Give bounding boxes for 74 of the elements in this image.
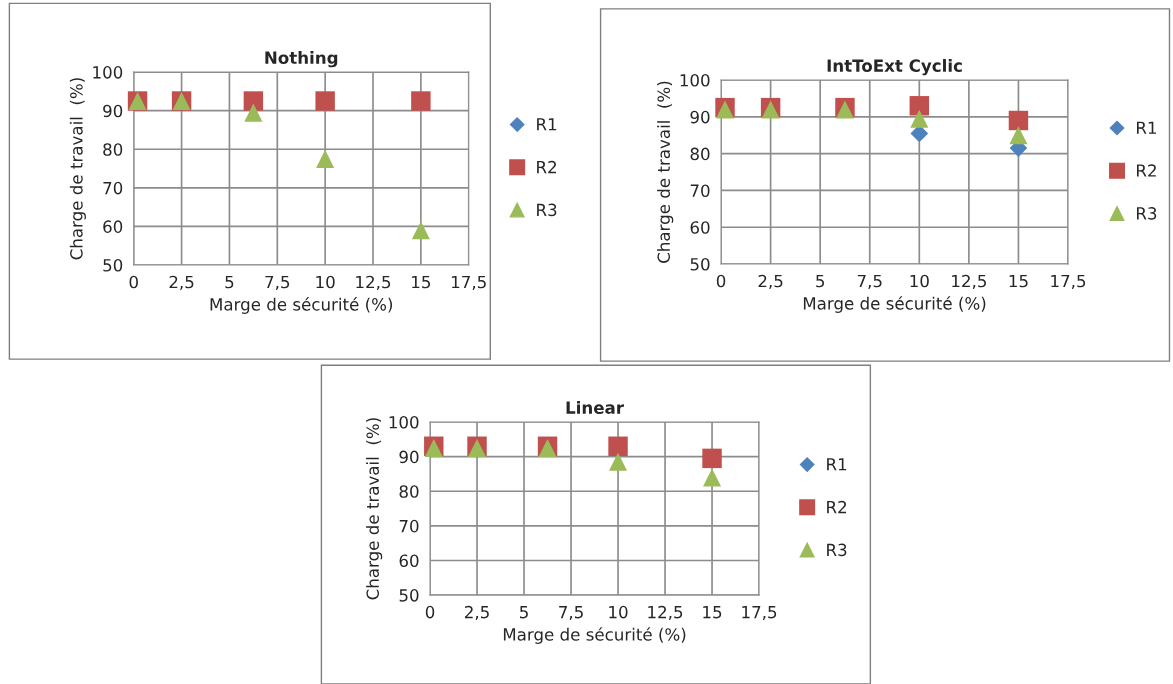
y-tick-label: 90 xyxy=(690,110,710,124)
y-tick-label: 70 xyxy=(690,184,710,197)
y-tick-label: 60 xyxy=(690,221,710,234)
x-tick-label: 15 xyxy=(412,275,431,289)
x-tick-label: 7,5 xyxy=(265,275,290,290)
legend-label: R3 xyxy=(1137,207,1157,220)
point xyxy=(703,468,722,487)
point xyxy=(1008,110,1029,131)
y-axis-title: Charge de travail (%) xyxy=(69,78,86,260)
x-tick-label: 2,5 xyxy=(169,275,194,290)
y-tick-label: 80 xyxy=(399,485,419,498)
legend-label: R1 xyxy=(537,118,557,131)
point xyxy=(910,109,929,128)
x-axis-title: Marge de sécurité (%) xyxy=(210,297,393,314)
x-tick-label: 0 xyxy=(716,274,726,288)
y-tick-label: 100 xyxy=(389,415,419,429)
x-tick-label: 12,5 xyxy=(648,605,683,621)
point xyxy=(609,452,628,471)
x-tick-label: 5 xyxy=(520,606,528,619)
chart-title: Linear xyxy=(566,401,624,414)
x-tick-label: 0 xyxy=(425,605,435,619)
legend-label: R2 xyxy=(1137,164,1156,177)
x-tick-label: 5 xyxy=(225,275,234,289)
x-tick-label: 10 xyxy=(316,275,335,289)
x-tick-label: 17,5 xyxy=(1051,274,1086,290)
y-tick-label: 70 xyxy=(399,519,419,533)
chart-title: IntToExt Cyclic xyxy=(827,59,962,76)
x-tick-label: 17,5 xyxy=(742,606,777,621)
y-tick-label: 50 xyxy=(690,257,710,271)
y-tick-label: 60 xyxy=(399,554,419,568)
point xyxy=(411,91,431,111)
y-tick-label: 60 xyxy=(103,220,123,233)
x-tick-label: 15 xyxy=(1009,274,1028,288)
y-tick-label: 100 xyxy=(680,73,710,87)
y-tick-label: 50 xyxy=(103,258,123,272)
x-axis-title: Marge de sécurité (%) xyxy=(803,296,986,313)
y-tick-label: 50 xyxy=(399,589,419,602)
x-tick-label: 0 xyxy=(129,275,138,289)
x-tick-label: 2,5 xyxy=(758,274,783,290)
x-tick-label: 10 xyxy=(910,274,929,288)
y-tick-label: 70 xyxy=(103,181,123,195)
x-tick-label: 2,5 xyxy=(464,605,489,621)
legend-label: R3 xyxy=(537,203,557,217)
legend-label: R3 xyxy=(827,543,847,557)
x-tick-label: 10 xyxy=(609,605,628,619)
point xyxy=(1009,126,1028,145)
chart-title: Nothing xyxy=(265,51,338,68)
x-tick-label: 5 xyxy=(816,274,825,288)
point xyxy=(244,103,263,122)
y-tick-label: 90 xyxy=(103,104,123,118)
point xyxy=(702,448,722,469)
legend-label: R1 xyxy=(827,458,847,471)
y-tick-label: 90 xyxy=(399,450,419,464)
point xyxy=(608,436,628,456)
y-tick-label: 100 xyxy=(93,66,123,79)
point xyxy=(316,149,335,168)
legend-label: R1 xyxy=(1137,121,1157,134)
y-axis-title: Charge de travail (%) xyxy=(366,418,383,600)
x-tick-label: 12,5 xyxy=(952,274,986,290)
x-tick-label: 15 xyxy=(703,606,722,619)
point xyxy=(909,96,930,116)
y-tick-label: 80 xyxy=(690,147,710,161)
x-tick-label: 7,5 xyxy=(559,606,583,621)
y-axis-title: Charge de travail (%) xyxy=(657,81,674,263)
y-tick-label: 80 xyxy=(103,143,123,156)
point xyxy=(243,91,264,111)
point xyxy=(315,91,335,111)
x-tick-label: 12,5 xyxy=(356,275,391,290)
x-tick-label: 7,5 xyxy=(857,274,882,290)
legend-label: R2 xyxy=(537,160,556,174)
x-axis-title: Marge de sécurité (%) xyxy=(503,627,686,644)
legend-label: R2 xyxy=(827,500,847,514)
point xyxy=(411,221,430,240)
x-tick-label: 17,5 xyxy=(452,275,486,290)
